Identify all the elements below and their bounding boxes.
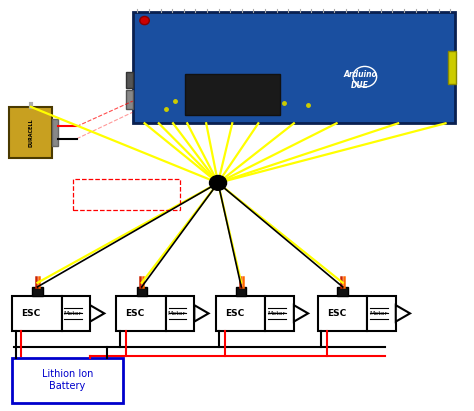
Text: ESC: ESC: [327, 309, 346, 318]
Bar: [12, 358, 123, 403]
Bar: [265, 296, 294, 331]
Text: Lithion Ion
Battery: Lithion Ion Battery: [42, 369, 93, 391]
Bar: [9, 107, 52, 158]
Text: Motor: Motor: [64, 311, 82, 316]
Polygon shape: [294, 305, 308, 321]
Bar: [12, 296, 62, 331]
Text: ESC: ESC: [126, 309, 145, 318]
Bar: [126, 90, 133, 109]
Text: Motor: Motor: [267, 311, 285, 316]
Bar: [216, 296, 265, 331]
Bar: [318, 296, 367, 331]
Bar: [32, 287, 43, 296]
Bar: [166, 296, 194, 331]
Bar: [116, 296, 166, 331]
Polygon shape: [396, 305, 410, 321]
Bar: [337, 287, 348, 296]
Circle shape: [140, 16, 149, 25]
Polygon shape: [194, 305, 209, 321]
Bar: [137, 287, 147, 296]
Bar: [62, 296, 90, 331]
Bar: [448, 51, 456, 85]
Bar: [367, 296, 396, 331]
Bar: [133, 12, 455, 123]
Text: Motor: Motor: [168, 311, 186, 316]
Bar: [236, 287, 246, 296]
Bar: [73, 179, 180, 210]
Text: Motor: Motor: [369, 311, 387, 316]
Text: ESC: ESC: [21, 309, 40, 318]
Polygon shape: [90, 305, 104, 321]
Bar: [126, 72, 133, 88]
Text: Arduino
DUE: Arduino DUE: [343, 70, 377, 90]
Bar: [52, 119, 58, 146]
Circle shape: [210, 175, 227, 190]
Text: ESC: ESC: [225, 309, 244, 318]
Text: DURACELL: DURACELL: [28, 118, 33, 147]
Bar: [185, 74, 280, 115]
